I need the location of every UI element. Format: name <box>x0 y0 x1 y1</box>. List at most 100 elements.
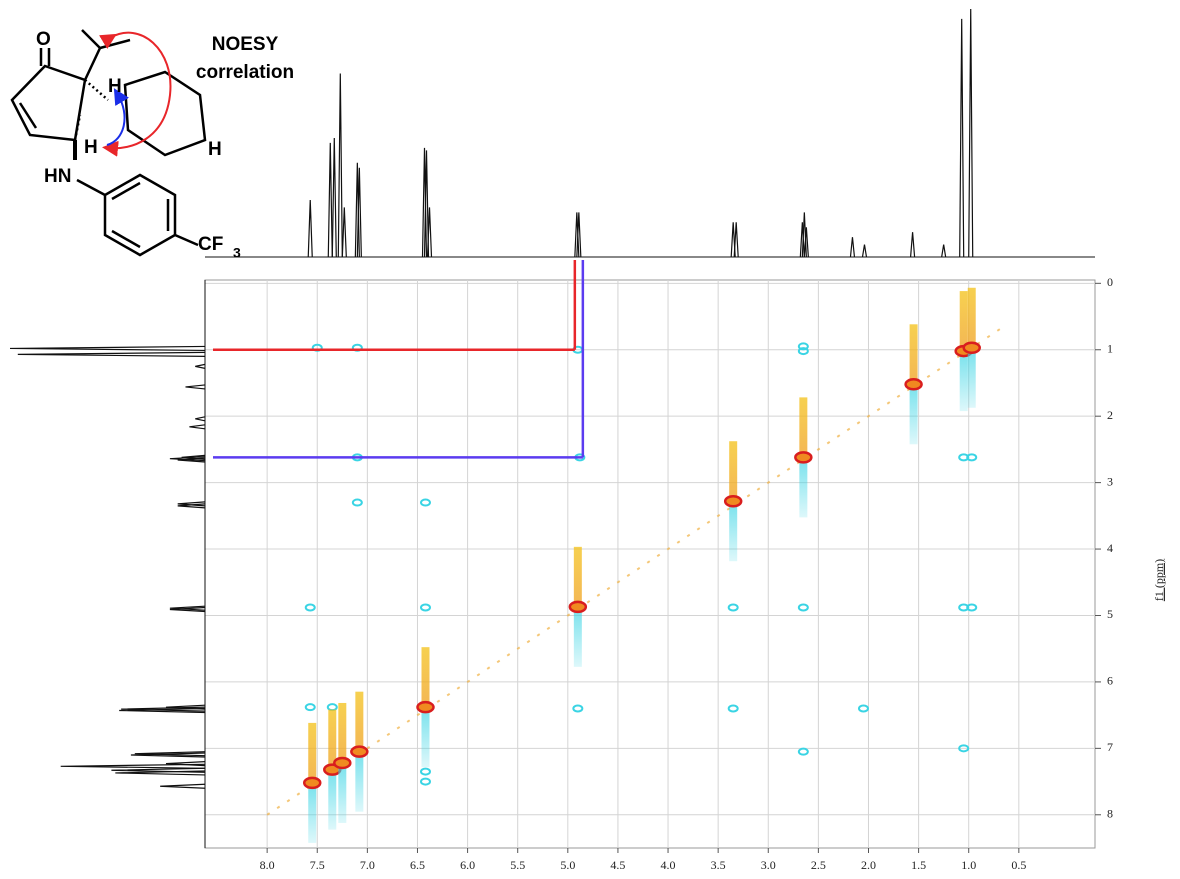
projection-peak <box>861 244 868 258</box>
projection-peak <box>195 363 206 369</box>
x-tick-label: 1.0 <box>961 858 976 872</box>
cross-peak <box>304 703 316 712</box>
atom-label: O <box>36 29 51 50</box>
cross-peak <box>727 704 739 713</box>
projection-peak <box>356 167 362 258</box>
projection-peak <box>181 454 206 460</box>
projection-peak <box>341 207 347 258</box>
x-tick-label: 2.5 <box>811 858 826 872</box>
projection-peak <box>17 351 206 358</box>
x-tick-label: 6.5 <box>410 858 425 872</box>
cross-peak <box>797 747 809 756</box>
projection-peak <box>165 704 206 710</box>
cross-peak <box>727 603 739 612</box>
y-tick-label: 0 <box>1107 275 1113 289</box>
diagonal-peak <box>904 378 923 391</box>
projection-peak <box>134 751 206 757</box>
cross-peak <box>351 498 363 507</box>
projection-peak <box>160 783 206 789</box>
projection-peak <box>426 207 433 258</box>
atom-label: 3 <box>233 245 241 261</box>
cross-peak <box>419 498 431 507</box>
projection-peak <box>959 18 965 258</box>
annotation: NOESY <box>212 34 279 55</box>
cross-peak <box>419 603 431 612</box>
projection-peak <box>169 606 206 613</box>
x-tick-label: 6.0 <box>460 858 475 872</box>
atom-label: H <box>84 137 98 158</box>
x-tick-label: 1.5 <box>911 858 926 872</box>
projection-peak <box>60 763 206 769</box>
atom-label: CF <box>198 234 223 255</box>
y-tick-label: 1 <box>1107 342 1113 356</box>
cross-peak <box>326 703 338 712</box>
diagonal-peak <box>350 745 369 758</box>
diagonal-peak <box>794 451 813 464</box>
projection-peak <box>799 222 805 258</box>
projection-peak <box>968 8 974 258</box>
diagonal <box>266 325 1005 816</box>
y-tick-label: 4 <box>1107 541 1113 555</box>
diagonal-peak <box>416 700 435 714</box>
y-tick-label: 2 <box>1107 408 1113 422</box>
cross-peak <box>857 704 869 713</box>
projection-peak <box>169 456 206 462</box>
cross-peak <box>797 347 809 356</box>
cross-peak <box>304 603 316 612</box>
x-tick-label: 2.0 <box>861 858 876 872</box>
projection-peak <box>421 147 428 258</box>
cross-peak <box>797 603 809 612</box>
x-tick-label: 3.5 <box>711 858 726 872</box>
cross-peak <box>797 342 809 351</box>
cross-peak <box>572 704 584 713</box>
projection-peak <box>9 345 206 352</box>
projection-peak <box>111 767 206 773</box>
projection-peak <box>574 212 580 258</box>
projection-peak <box>803 227 809 258</box>
atom-label: H <box>108 76 122 97</box>
projection-peak <box>169 605 206 611</box>
projection-peak <box>331 137 337 258</box>
projection-peak <box>177 503 206 509</box>
diagonal-peak <box>723 494 743 508</box>
x-tick-label: 3.0 <box>761 858 776 872</box>
cross-peak <box>419 767 431 776</box>
projection-peak <box>849 237 856 258</box>
projection-peak <box>327 142 333 258</box>
projection-peak <box>130 752 206 758</box>
x-tick-label: 4.5 <box>610 858 625 872</box>
diagonal-peak <box>962 341 981 355</box>
cross-peak <box>966 603 978 612</box>
x-tick-label: 8.0 <box>260 858 275 872</box>
cross-peak <box>958 744 970 753</box>
projection-peak <box>909 232 916 258</box>
molecule <box>10 29 207 257</box>
cross-peak <box>419 777 431 786</box>
x-tick-label: 5.0 <box>560 858 575 872</box>
x-tick-label: 7.0 <box>360 858 375 872</box>
x-tick-label: 7.5 <box>310 858 325 872</box>
atom-label: H <box>208 139 222 160</box>
diagonal-peak <box>568 600 588 614</box>
projection-peak <box>337 73 343 258</box>
projection-peak <box>119 707 206 714</box>
atom-label: HN <box>44 166 71 187</box>
projection-peak <box>733 222 739 258</box>
projection-peak <box>307 199 313 258</box>
y-tick-label: 6 <box>1107 674 1113 688</box>
projection-peak <box>165 761 206 767</box>
y-tick-label: 5 <box>1107 607 1113 621</box>
projection-peak <box>195 416 206 422</box>
projection-peak <box>189 424 206 430</box>
projection-peak <box>576 212 582 258</box>
x-tick-label: 5.5 <box>510 858 525 872</box>
projection-peak <box>177 501 206 507</box>
projection-peak <box>185 384 206 390</box>
projection-peak <box>941 244 947 258</box>
y-tick-label: 7 <box>1107 740 1113 754</box>
y-tick-label: 8 <box>1107 807 1113 821</box>
y-tick-label: 3 <box>1107 474 1113 488</box>
cross-peak <box>966 453 978 462</box>
projection-peak <box>354 162 360 258</box>
